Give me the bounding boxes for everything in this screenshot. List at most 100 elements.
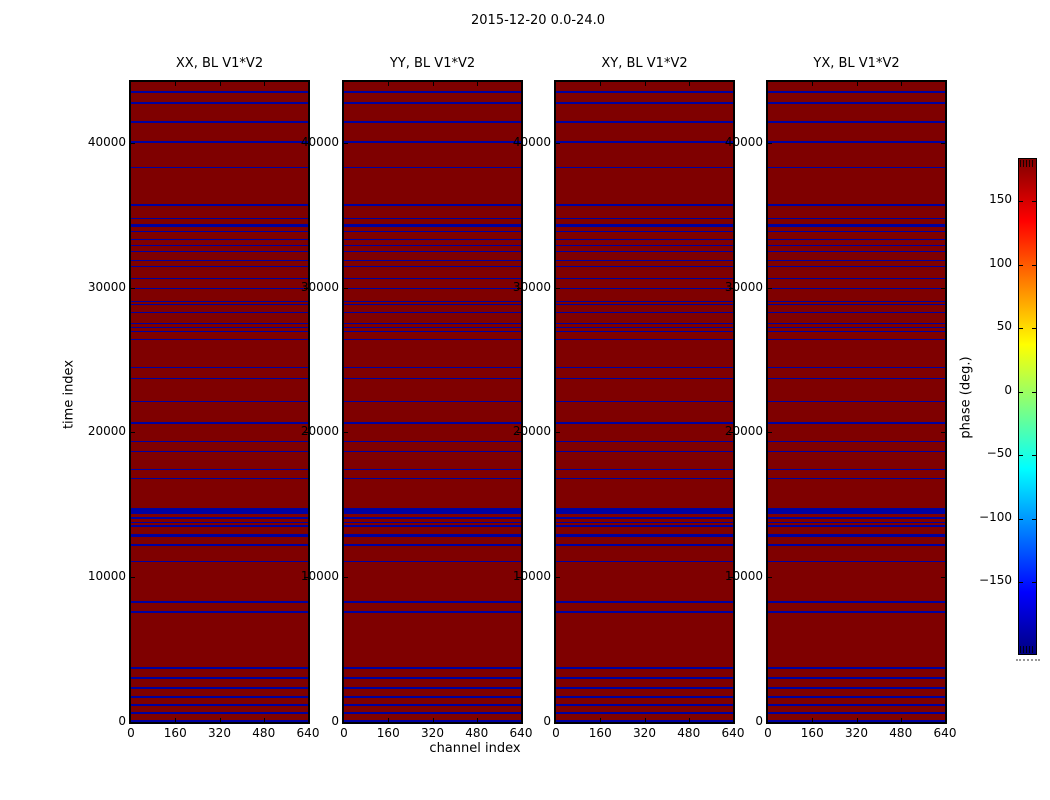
colorbar-comb-bottom <box>1020 646 1035 653</box>
data-row <box>556 477 733 480</box>
data-row <box>556 422 733 425</box>
data-row <box>131 338 308 341</box>
tick-mark <box>263 82 265 86</box>
data-row <box>768 303 945 306</box>
data-row <box>344 468 521 471</box>
colorbar-dotted-line <box>1016 659 1040 661</box>
data-row <box>131 544 308 546</box>
data-row <box>131 687 308 689</box>
data-row <box>344 244 521 247</box>
colorbar-label: phase (deg.) <box>958 356 974 439</box>
data-row <box>344 366 521 369</box>
y-tick-label: 0 <box>543 714 551 728</box>
y-tick-label: 10000 <box>724 569 763 584</box>
data-row <box>344 440 521 443</box>
data-row <box>131 322 308 325</box>
data-row <box>768 517 945 519</box>
data-row <box>768 696 945 698</box>
data-row <box>131 102 308 104</box>
data-row <box>768 338 945 341</box>
data-row <box>556 303 733 306</box>
data-row <box>344 560 521 563</box>
data-row <box>344 525 521 527</box>
y-tick-label: 30000 <box>724 279 763 294</box>
data-row <box>768 712 945 714</box>
data-row <box>768 377 945 380</box>
panel-title: YY, BL V1*V2 <box>389 56 476 71</box>
data-row <box>768 611 945 613</box>
data-row <box>556 250 733 253</box>
data-row <box>768 521 945 524</box>
y-tick-label: 10000 <box>87 569 126 584</box>
data-row <box>768 265 945 268</box>
data-row <box>768 507 945 514</box>
x-tick-label: 160 <box>163 726 187 740</box>
data-row <box>344 250 521 253</box>
data-row <box>556 330 733 333</box>
data-row <box>768 667 945 669</box>
data-row <box>556 277 733 280</box>
data-row <box>556 141 733 143</box>
colorbar-tick-mark <box>1019 264 1023 266</box>
data-row <box>344 204 521 206</box>
data-row <box>768 300 945 303</box>
data-row <box>344 377 521 380</box>
colorbar-comb-top <box>1020 160 1035 167</box>
y-tick-label: 40000 <box>512 134 551 149</box>
x-tick-label: 0 <box>764 726 772 740</box>
data-row <box>344 303 521 306</box>
data-row <box>131 300 308 303</box>
data-row <box>131 400 308 403</box>
data-row <box>131 141 308 143</box>
y-tick-label: 30000 <box>300 279 339 294</box>
data-row <box>768 250 945 253</box>
data-row <box>131 377 308 380</box>
data-row <box>131 534 308 537</box>
colorbar-tick-mark <box>1032 582 1036 584</box>
data-row <box>131 477 308 480</box>
data-row <box>556 121 733 123</box>
tick-mark <box>432 82 434 86</box>
data-row <box>556 560 733 563</box>
tick-mark <box>388 82 390 86</box>
data-row <box>344 534 521 537</box>
data-row <box>556 667 733 669</box>
y-tick-label: 40000 <box>87 134 126 149</box>
data-row <box>768 91 945 93</box>
data-row <box>556 238 733 241</box>
data-row <box>556 265 733 268</box>
data-row <box>131 204 308 206</box>
data-row <box>131 224 308 227</box>
tick-mark <box>729 577 733 579</box>
y-tick-label: 0 <box>331 714 339 728</box>
tick-mark <box>600 718 602 722</box>
data-row <box>344 611 521 613</box>
data-row <box>768 677 945 679</box>
tick-mark <box>219 82 221 86</box>
colorbar-tick-label: 100 <box>989 255 1012 270</box>
data-row <box>556 102 733 104</box>
x-tick-label: 480 <box>889 726 913 740</box>
data-row <box>768 141 945 143</box>
data-row <box>344 687 521 689</box>
colorbar-tick-label: −150 <box>979 573 1012 588</box>
data-row <box>556 259 733 262</box>
y-tick-label: 20000 <box>300 424 339 439</box>
data-row <box>344 224 521 227</box>
data-row <box>344 704 521 706</box>
data-row <box>556 400 733 403</box>
x-tick-label: 160 <box>376 726 400 740</box>
tick-mark <box>900 82 902 86</box>
y-tick-label: 20000 <box>87 424 126 439</box>
tick-mark <box>131 577 135 579</box>
data-row <box>131 330 308 333</box>
data-row <box>556 521 733 524</box>
data-row <box>131 366 308 369</box>
data-row <box>131 517 308 519</box>
data-row <box>344 677 521 679</box>
data-row <box>131 677 308 679</box>
data-row <box>344 259 521 262</box>
data-row <box>344 326 521 329</box>
data-row <box>344 712 521 714</box>
data-row <box>131 525 308 527</box>
